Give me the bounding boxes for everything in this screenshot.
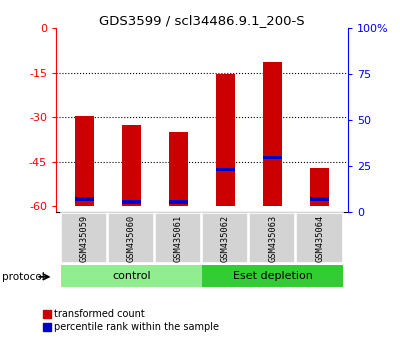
- Bar: [202, 265, 343, 287]
- Bar: [263, 156, 282, 159]
- Bar: [75, 116, 94, 206]
- Bar: [216, 74, 235, 206]
- Bar: [310, 197, 329, 201]
- Bar: [249, 213, 296, 263]
- Bar: [61, 213, 107, 263]
- Bar: [122, 200, 141, 204]
- Text: protocol: protocol: [2, 272, 45, 282]
- Bar: [169, 200, 188, 204]
- Bar: [202, 213, 248, 263]
- Text: GSM435063: GSM435063: [268, 215, 277, 262]
- Title: GDS3599 / scl34486.9.1_200-S: GDS3599 / scl34486.9.1_200-S: [99, 14, 305, 27]
- Bar: [263, 62, 282, 206]
- Text: GSM435061: GSM435061: [174, 215, 183, 262]
- Text: GSM435064: GSM435064: [315, 215, 324, 262]
- Text: Eset depletion: Eset depletion: [233, 271, 312, 281]
- Bar: [155, 213, 201, 263]
- Bar: [216, 167, 235, 171]
- Text: GSM435062: GSM435062: [221, 215, 230, 262]
- Legend: transformed count, percentile rank within the sample: transformed count, percentile rank withi…: [43, 309, 219, 332]
- Bar: [310, 168, 329, 206]
- Bar: [75, 197, 94, 201]
- Bar: [61, 265, 202, 287]
- Bar: [108, 213, 154, 263]
- Bar: [122, 125, 141, 206]
- Text: control: control: [112, 271, 151, 281]
- Text: GSM435060: GSM435060: [127, 215, 136, 262]
- Bar: [296, 213, 342, 263]
- Bar: [169, 132, 188, 206]
- Text: GSM435059: GSM435059: [80, 215, 89, 262]
